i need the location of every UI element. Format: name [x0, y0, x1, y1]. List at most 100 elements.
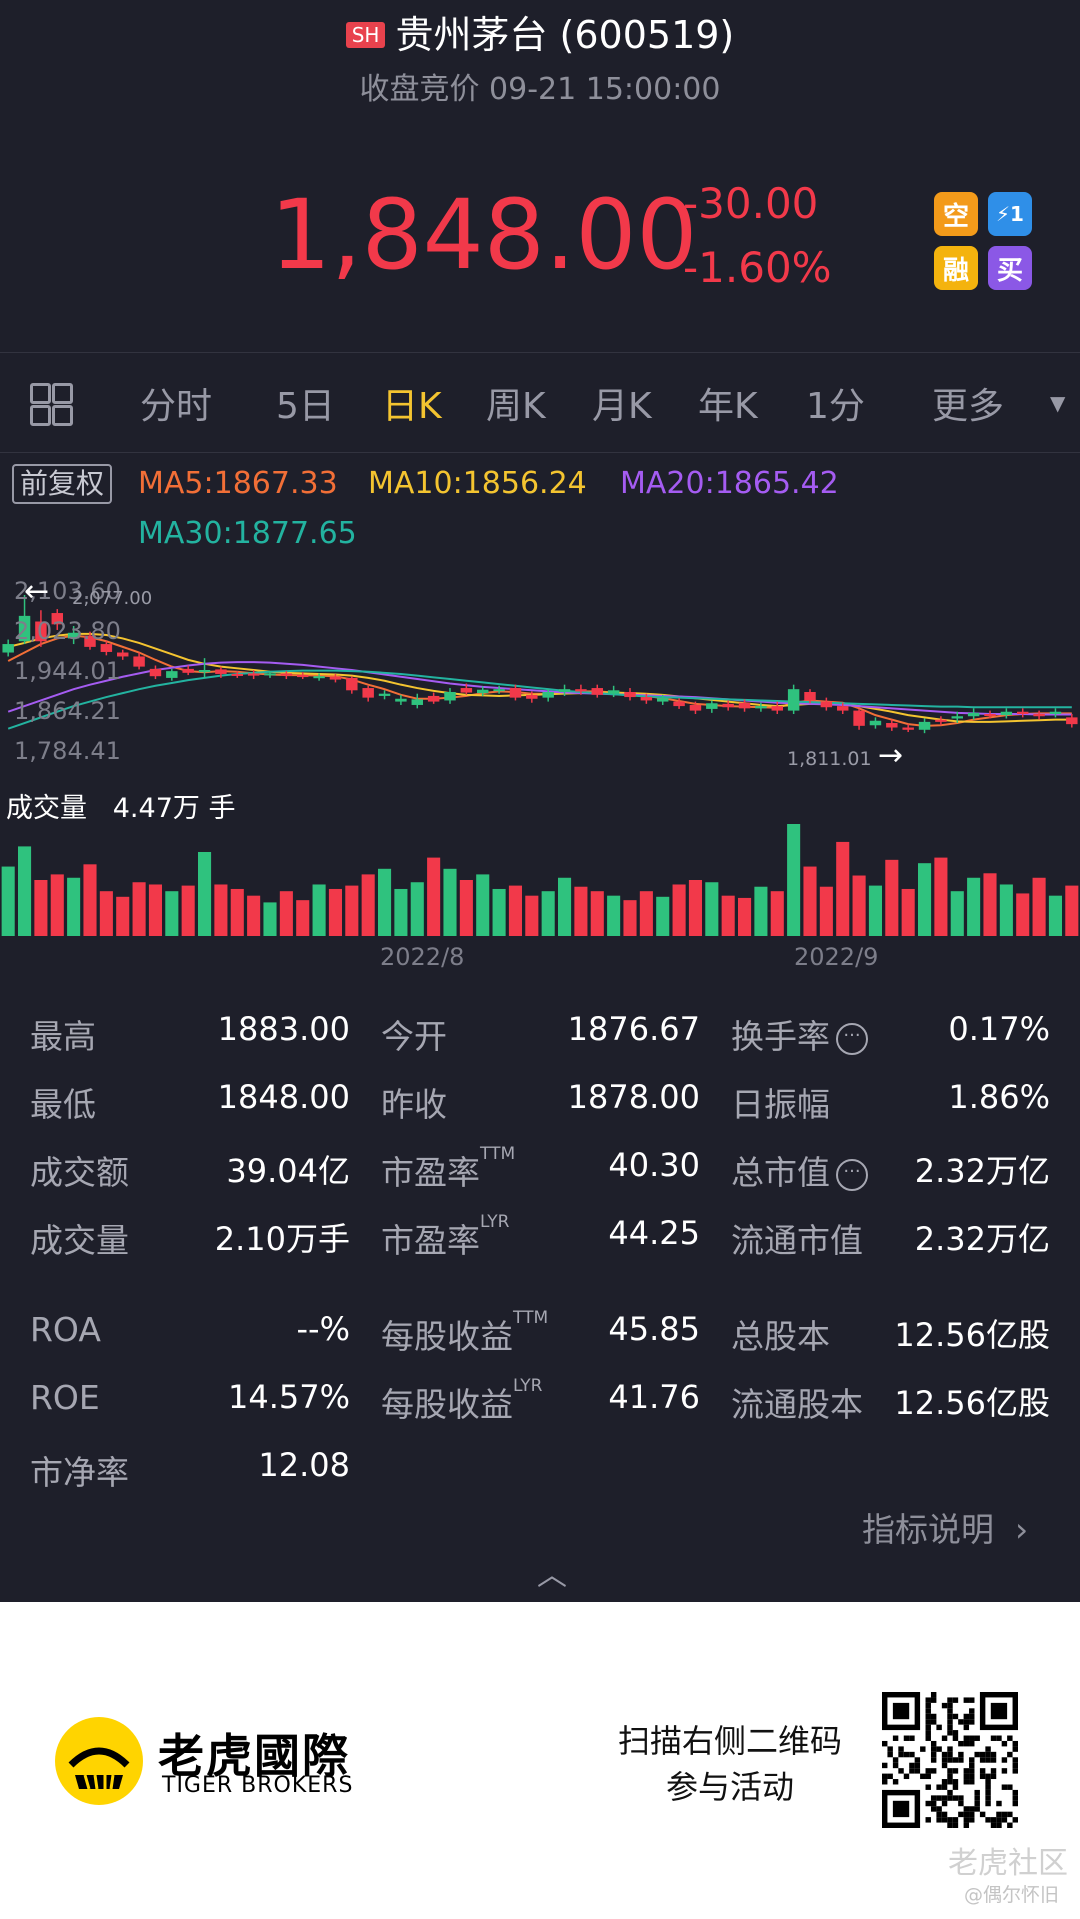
tab-more[interactable]: 更多 — [932, 386, 1005, 427]
volume-bar — [50, 874, 64, 936]
watermark: 老虎社区 — [948, 1846, 1068, 1881]
candlestick-chart[interactable] — [0, 570, 1080, 770]
chevron-down-icon[interactable]: ▼ — [1050, 391, 1066, 415]
stat-label: 市净率 — [30, 1453, 129, 1492]
volume-bar — [394, 888, 408, 936]
y-axis-label: 2,103.60 — [14, 577, 121, 605]
candle-body — [738, 702, 751, 709]
volume-chart — [1, 824, 1079, 936]
tab-weekly-k[interactable]: 周K — [486, 386, 546, 427]
stat-label: 流通股本 — [731, 1385, 863, 1424]
volume-bar — [181, 885, 195, 936]
volume-bar — [770, 891, 784, 936]
flash-order-icon[interactable]: ⚡1 — [988, 192, 1032, 236]
volume-bar — [328, 888, 342, 936]
stat-label: 市盈率LYR — [381, 1212, 510, 1260]
volume-bar — [18, 846, 32, 936]
low-marker: 1,811.01 — [787, 748, 872, 770]
candle-body — [67, 632, 80, 639]
info-icon[interactable]: ··· — [836, 1158, 868, 1191]
volume-bar — [312, 884, 326, 936]
volume-bar — [721, 895, 735, 936]
quote-panel — [0, 0, 1080, 1602]
tab-intraday[interactable]: 分时 — [140, 386, 213, 427]
candle-body — [100, 644, 113, 652]
volume-bar — [410, 882, 424, 936]
volume-bar — [607, 895, 621, 936]
volume-bar — [34, 880, 48, 936]
scan-prompt: 扫描右侧二维码 参与活动 — [617, 1722, 842, 1806]
tab-daily-k[interactable]: 日K — [382, 386, 442, 427]
tab-yearly-k[interactable]: 年K — [698, 386, 758, 427]
ma5-line — [7, 634, 1072, 727]
volume-bar — [263, 902, 277, 936]
tab-1min[interactable]: 1分 — [806, 386, 865, 427]
high-marker: 2,077.00 — [72, 588, 153, 609]
volume-bar — [836, 841, 850, 936]
volume-bar — [99, 891, 113, 936]
volume-bar — [345, 885, 359, 936]
candle-body — [231, 673, 243, 676]
stat-value: 12.56亿股 — [894, 1316, 1050, 1354]
stat-label: ROA — [30, 1310, 101, 1349]
stat-value: 41.76 — [608, 1378, 700, 1416]
tab-5day[interactable]: 5日 — [276, 386, 335, 427]
candle-body — [689, 704, 702, 711]
candle-body — [215, 669, 227, 674]
period-tabs: 分时 5日 日K 周K 月K 年K 1分 更多 ▼ — [0, 355, 1080, 450]
candle-body — [346, 677, 358, 691]
volume-bar — [541, 891, 555, 936]
candle-body — [624, 691, 636, 698]
ma30-label: MA30:1877.65 — [138, 516, 357, 551]
stat-label: 成交量 — [30, 1221, 129, 1260]
candle-body — [526, 694, 538, 699]
y-axis-label: 1,944.01 — [14, 657, 121, 685]
candle-body — [967, 712, 980, 717]
ma20-label: MA20:1865.42 — [620, 466, 839, 501]
volume-bar — [427, 857, 441, 936]
volume-bar — [738, 897, 752, 936]
volume-bar — [116, 896, 130, 936]
indicator-help-link[interactable]: 指标说明 › — [862, 1510, 1029, 1549]
margin-icon[interactable]: 融 — [934, 246, 978, 290]
candle-body — [886, 723, 898, 728]
watermark-user: @偶尔怀旧 — [964, 1884, 1060, 1906]
candle-body — [362, 688, 374, 698]
candle-body — [673, 701, 685, 707]
collapse-icon[interactable]: ︿ — [537, 1558, 567, 1593]
volume-bar — [508, 885, 522, 936]
y-axis-label: 1,784.41 — [14, 737, 121, 765]
short-sell-icon[interactable]: 空 — [934, 192, 978, 236]
divider — [0, 452, 1080, 453]
price-change-pct: -1.60% — [683, 243, 832, 292]
stat-label: 市盈率TTM — [381, 1144, 516, 1192]
candle-body — [84, 635, 96, 647]
price-change: -30.00 — [683, 179, 819, 228]
candle-body — [575, 689, 587, 692]
candle-body — [2, 644, 14, 653]
volume-bar — [83, 864, 97, 936]
stat-label: ROE — [30, 1378, 100, 1417]
chevron-right-icon: › — [1014, 1510, 1029, 1549]
exchange-badge: SH — [345, 22, 386, 48]
candle-body — [477, 689, 489, 694]
candle-body — [329, 676, 342, 680]
candle-body — [542, 691, 554, 698]
candle-body — [35, 621, 47, 642]
grid-menu-icon[interactable] — [30, 383, 73, 426]
volume-bar — [885, 859, 899, 936]
adjust-selector[interactable]: 前复权 — [12, 464, 113, 504]
ma10-line — [7, 632, 1072, 723]
candle-body — [640, 697, 653, 701]
buy-icon[interactable]: 买 — [988, 246, 1032, 290]
ma20-line — [7, 661, 1072, 716]
info-icon[interactable]: ··· — [836, 1022, 868, 1055]
candle-body — [395, 698, 407, 702]
candle-body — [837, 706, 849, 711]
volume-bar — [967, 877, 981, 936]
stat-value: 1878.00 — [567, 1078, 700, 1116]
candle-body — [918, 721, 931, 730]
stock-header: SH 贵州茅台 (600519) 收盘竞价 09-21 15:00:00 — [0, 0, 1080, 110]
stat-value: 2.10万手 — [214, 1220, 350, 1258]
tab-monthly-k[interactable]: 月K — [592, 386, 652, 427]
